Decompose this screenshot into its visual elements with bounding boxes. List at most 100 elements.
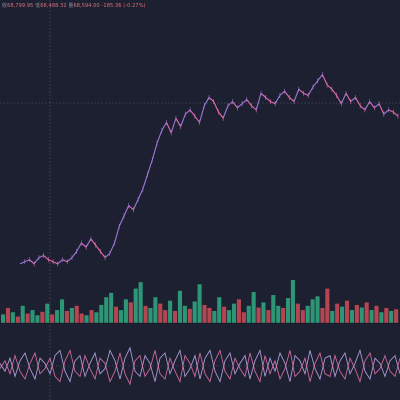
close-value: 68,799.95 <box>7 3 34 9</box>
price-segment <box>165 122 172 134</box>
price-segment <box>194 115 200 123</box>
price-segment <box>147 159 153 175</box>
volume-bar <box>305 305 310 323</box>
volume-bar <box>50 314 55 323</box>
price-segment <box>251 105 257 111</box>
volume-bar <box>172 310 178 323</box>
price-segment <box>81 242 87 248</box>
price-segment <box>298 88 304 94</box>
close-label: 收 <box>2 3 8 9</box>
volume-bar <box>192 301 197 323</box>
price-segment <box>345 93 352 102</box>
price-segment <box>151 143 158 160</box>
price-segment <box>350 97 356 103</box>
price-segment <box>189 109 196 117</box>
volume-bar <box>354 304 359 323</box>
price-segment <box>364 101 371 111</box>
price-segment <box>137 188 144 200</box>
volume-bar <box>285 298 291 323</box>
price-segment <box>260 92 267 98</box>
volume-bar <box>290 280 296 323</box>
price-segment <box>293 88 300 102</box>
volume-bar <box>128 302 133 323</box>
volume-bar <box>45 303 50 323</box>
volume-bar <box>335 303 340 323</box>
price-segment <box>29 259 35 265</box>
volume-bar <box>217 297 222 323</box>
volume-bar <box>5 307 11 323</box>
price-segment <box>222 105 229 119</box>
price-segment <box>213 101 219 113</box>
volume-bar <box>35 315 40 323</box>
volume-bar <box>236 299 241 323</box>
price-segment <box>33 257 40 265</box>
volume-bar <box>182 305 187 323</box>
price-segment <box>43 255 49 261</box>
volume-bar <box>364 302 369 323</box>
price-segment <box>321 74 328 86</box>
volume-bar <box>79 313 84 323</box>
price-segment <box>109 242 116 254</box>
volume-bar <box>241 312 246 323</box>
volume-bar <box>89 310 94 323</box>
price-segment <box>265 97 271 103</box>
price-segment <box>208 97 215 103</box>
price-segment <box>66 257 73 263</box>
price-segment <box>132 199 139 210</box>
volume-bar <box>10 312 15 323</box>
price-segment <box>180 113 186 127</box>
volume-bar <box>118 310 124 323</box>
volume-bar <box>59 299 65 323</box>
price-segment <box>19 261 25 265</box>
price-segment <box>113 226 120 244</box>
volume-bar <box>325 288 330 323</box>
volume-bar <box>177 290 183 323</box>
volume-bar <box>295 303 300 323</box>
volume-bar <box>256 307 261 323</box>
volume-bar <box>369 310 374 323</box>
price-segment <box>123 205 130 217</box>
low-value: 68,488.32 <box>40 3 67 9</box>
price-segment <box>48 259 54 263</box>
price-segment <box>161 122 167 131</box>
volume-bar <box>187 308 192 323</box>
volume-bar <box>138 282 143 323</box>
volume-bar <box>330 310 335 323</box>
price-segment <box>279 90 285 96</box>
volume-bar <box>315 296 320 323</box>
price-segment <box>378 103 385 115</box>
volume-bar <box>344 300 350 323</box>
price-segment <box>170 118 177 133</box>
volume-value: 68,594.00 <box>73 3 100 9</box>
volume-bar <box>153 297 158 323</box>
price-segment <box>57 259 63 265</box>
price-segment <box>312 80 319 88</box>
volume-bar <box>114 306 119 323</box>
price-segment <box>232 101 238 109</box>
volume-bar <box>94 312 99 323</box>
low-label: 低 <box>35 3 41 9</box>
volume-bar <box>266 310 271 323</box>
price-segment <box>156 130 163 144</box>
price-segment <box>392 111 399 117</box>
price-segment <box>175 117 182 127</box>
price-segment <box>142 174 149 190</box>
price-segment <box>95 244 101 252</box>
volume-bar <box>212 310 217 323</box>
volume-bar <box>104 297 109 323</box>
volume-bar <box>261 302 266 323</box>
price-segment <box>90 238 97 246</box>
price-segment <box>374 103 380 109</box>
price-segment <box>62 259 68 263</box>
volume-bar <box>158 303 163 323</box>
volume-bar <box>276 305 281 323</box>
volume-bar <box>163 310 168 323</box>
volume-bar <box>30 310 35 323</box>
volume-bar <box>246 305 251 323</box>
ohlc-readout: 收68,799.95 低68,488.32 量68,594.00 -185.36… <box>2 2 146 9</box>
price-segment <box>76 242 82 252</box>
volume-bar <box>374 305 379 323</box>
price-segment <box>270 101 276 105</box>
